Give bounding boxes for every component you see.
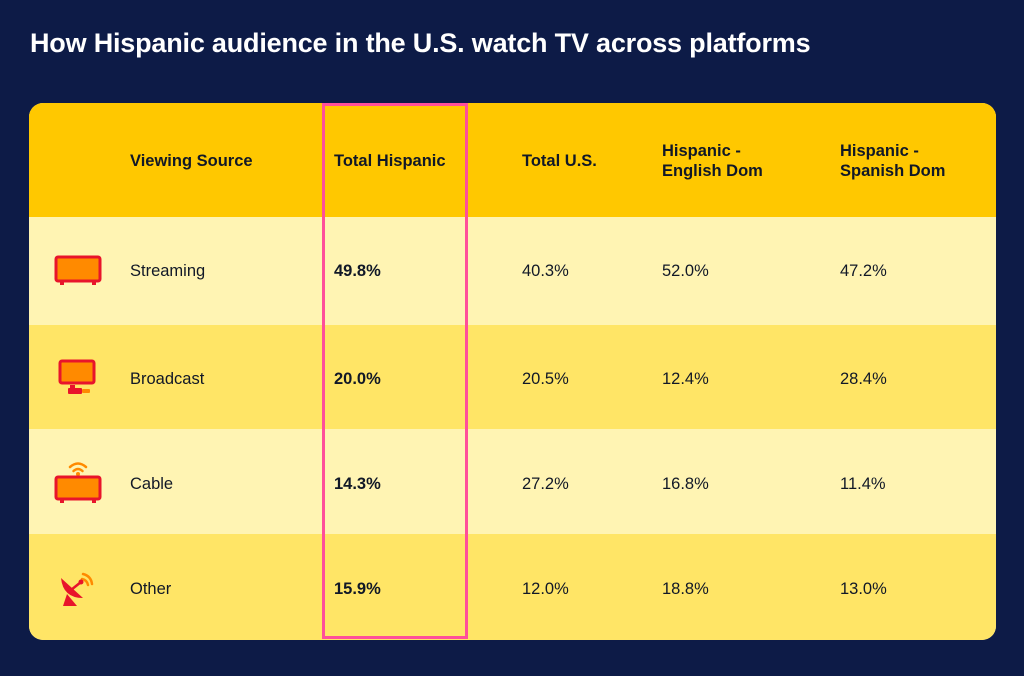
cell-source: Broadcast [130, 370, 205, 388]
cell-spanish-dom: 47.2% [840, 262, 887, 280]
header-english-dom-line1: Hispanic - [662, 142, 741, 160]
cell-total-us: 27.2% [522, 475, 569, 493]
header-english-dom-line2: English Dom [662, 162, 763, 180]
chart-title: How Hispanic audience in the U.S. watch … [30, 28, 811, 58]
satellite-dish-icon [61, 572, 94, 606]
data-table: Viewing Source Total Hispanic Total U.S.… [29, 103, 996, 640]
header-spanish-dom: Hispanic - Spanish Dom [840, 141, 945, 181]
cell-source: Cable [130, 475, 174, 493]
table-row-streaming: Streaming 49.8% 40.3% 52.0% 47.2% [29, 217, 996, 325]
header-spanish-dom-line2: Spanish Dom [840, 162, 946, 180]
cell-total-us: 20.5% [522, 370, 569, 388]
header-english-dom: Hispanic - English Dom [662, 141, 763, 181]
cell-total-us: 12.0% [522, 580, 569, 598]
cell-english-dom: 16.8% [662, 475, 709, 493]
table-row-broadcast: Broadcast 20.0% 20.5% 12.4% 28.4% [29, 325, 996, 429]
cell-spanish-dom: 13.0% [840, 580, 887, 598]
table-row-cable: Cable 14.3% 27.2% 16.8% 11.4% [29, 429, 996, 534]
broadcast-tv-icon [58, 359, 96, 394]
cell-total-hispanic: 20.0% [334, 370, 381, 388]
header-total-hispanic: Total Hispanic [334, 152, 446, 170]
header-spanish-dom-line1: Hispanic - [840, 142, 919, 160]
cell-total-hispanic: 14.3% [334, 475, 381, 493]
cell-spanish-dom: 28.4% [840, 370, 887, 388]
cell-total-us: 40.3% [522, 262, 569, 280]
cell-source: Other [130, 580, 172, 598]
table-row-other: Other 15.9% 12.0% 18.8% 13.0% [29, 534, 996, 640]
cell-total-hispanic: 49.8% [334, 262, 381, 280]
header-viewing-source: Viewing Source [130, 152, 253, 170]
table-header: Viewing Source Total Hispanic Total U.S.… [29, 103, 996, 217]
cell-spanish-dom: 11.4% [840, 475, 886, 493]
header-total-us: Total U.S. [522, 152, 597, 170]
cell-english-dom: 18.8% [662, 580, 709, 598]
cell-total-hispanic: 15.9% [334, 580, 381, 598]
cable-tv-icon [54, 462, 102, 503]
cell-english-dom: 52.0% [662, 262, 709, 280]
cell-english-dom: 12.4% [662, 370, 709, 388]
streaming-tv-icon [54, 255, 102, 285]
cell-source: Streaming [130, 262, 206, 280]
